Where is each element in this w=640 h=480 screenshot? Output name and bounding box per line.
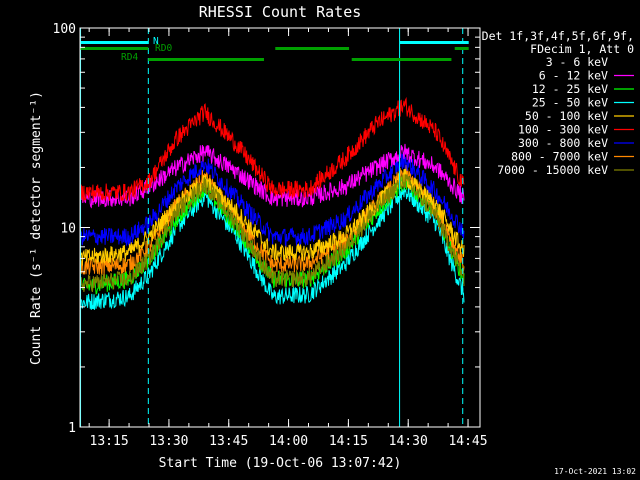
y-tick-label-1: 10 [60, 222, 76, 237]
legend-label-2: 12 - 25 keV [532, 82, 608, 96]
legend-label-8: 7000 - 15000 keV [497, 163, 608, 177]
series-line-7 [80, 164, 465, 276]
legend-header-0: Det 1f,3f,4f,5f,6f,9f, [482, 29, 634, 43]
flag-bar-rd4-1 [351, 58, 452, 61]
legend-label-1: 6 - 12 keV [539, 69, 608, 83]
x-axis-label: Start Time (19-Oct-06 13:07:42) [159, 456, 402, 471]
x-tick-label-0: 13:15 [90, 434, 129, 449]
series-line-6 [80, 151, 465, 248]
flag-label-rd0: RD0 [155, 43, 172, 54]
series-line-5 [80, 96, 465, 202]
x-tick-label-1: 13:30 [149, 434, 188, 449]
y-axis-label: Count Rate (s⁻¹ detector segment⁻¹) [29, 91, 44, 365]
render-timestamp: 17-Oct-2021 13:02 [554, 467, 636, 476]
legend-label-4: 50 - 100 keV [525, 109, 608, 123]
legend: Det 1f,3f,4f,5f,6f,9f,FDecim 1, Att 03 -… [482, 29, 634, 177]
legend-label-0: 3 - 6 keV [546, 55, 608, 69]
flag-label-rd4: RD4 [121, 52, 138, 63]
flag-bar-rd4-0 [148, 58, 264, 61]
x-tick-label-4: 14:15 [329, 434, 368, 449]
axis-ticks: 13:15 13:30 13:45 14:00 14:15 14:30 14:45 1 10 10… [53, 22, 488, 449]
series-line-3 [80, 185, 465, 310]
legend-label-6: 300 - 800 keV [518, 136, 608, 150]
legend-label-5: 100 - 300 keV [518, 123, 608, 137]
flag-bar-rd0-0 [80, 47, 149, 50]
y-tick-label-0: 1 [68, 421, 76, 436]
legend-label-7: 800 - 7000 keV [511, 150, 608, 164]
x-tick-label-2: 13:45 [209, 434, 248, 449]
flag-bar-n-0 [80, 41, 149, 44]
flag-label-n: N [153, 36, 159, 47]
y-tick-label-2: 100 [53, 22, 76, 37]
legend-header-1: FDecim 1, Att 0 [530, 42, 634, 56]
series-line-8 [80, 173, 465, 293]
chart-title: RHESSI Count Rates [199, 3, 362, 21]
x-tick-label-6: 14:45 [448, 434, 487, 449]
series-layer [80, 96, 465, 354]
flag-bar-rd0-1 [275, 47, 350, 50]
legend-label-3: 25 - 50 keV [532, 96, 608, 110]
flag-bar-n-1 [399, 41, 469, 44]
x-tick-label-3: 14:00 [269, 434, 308, 449]
flag-bar-rd0-2 [454, 47, 469, 50]
x-tick-label-5: 14:30 [389, 434, 428, 449]
